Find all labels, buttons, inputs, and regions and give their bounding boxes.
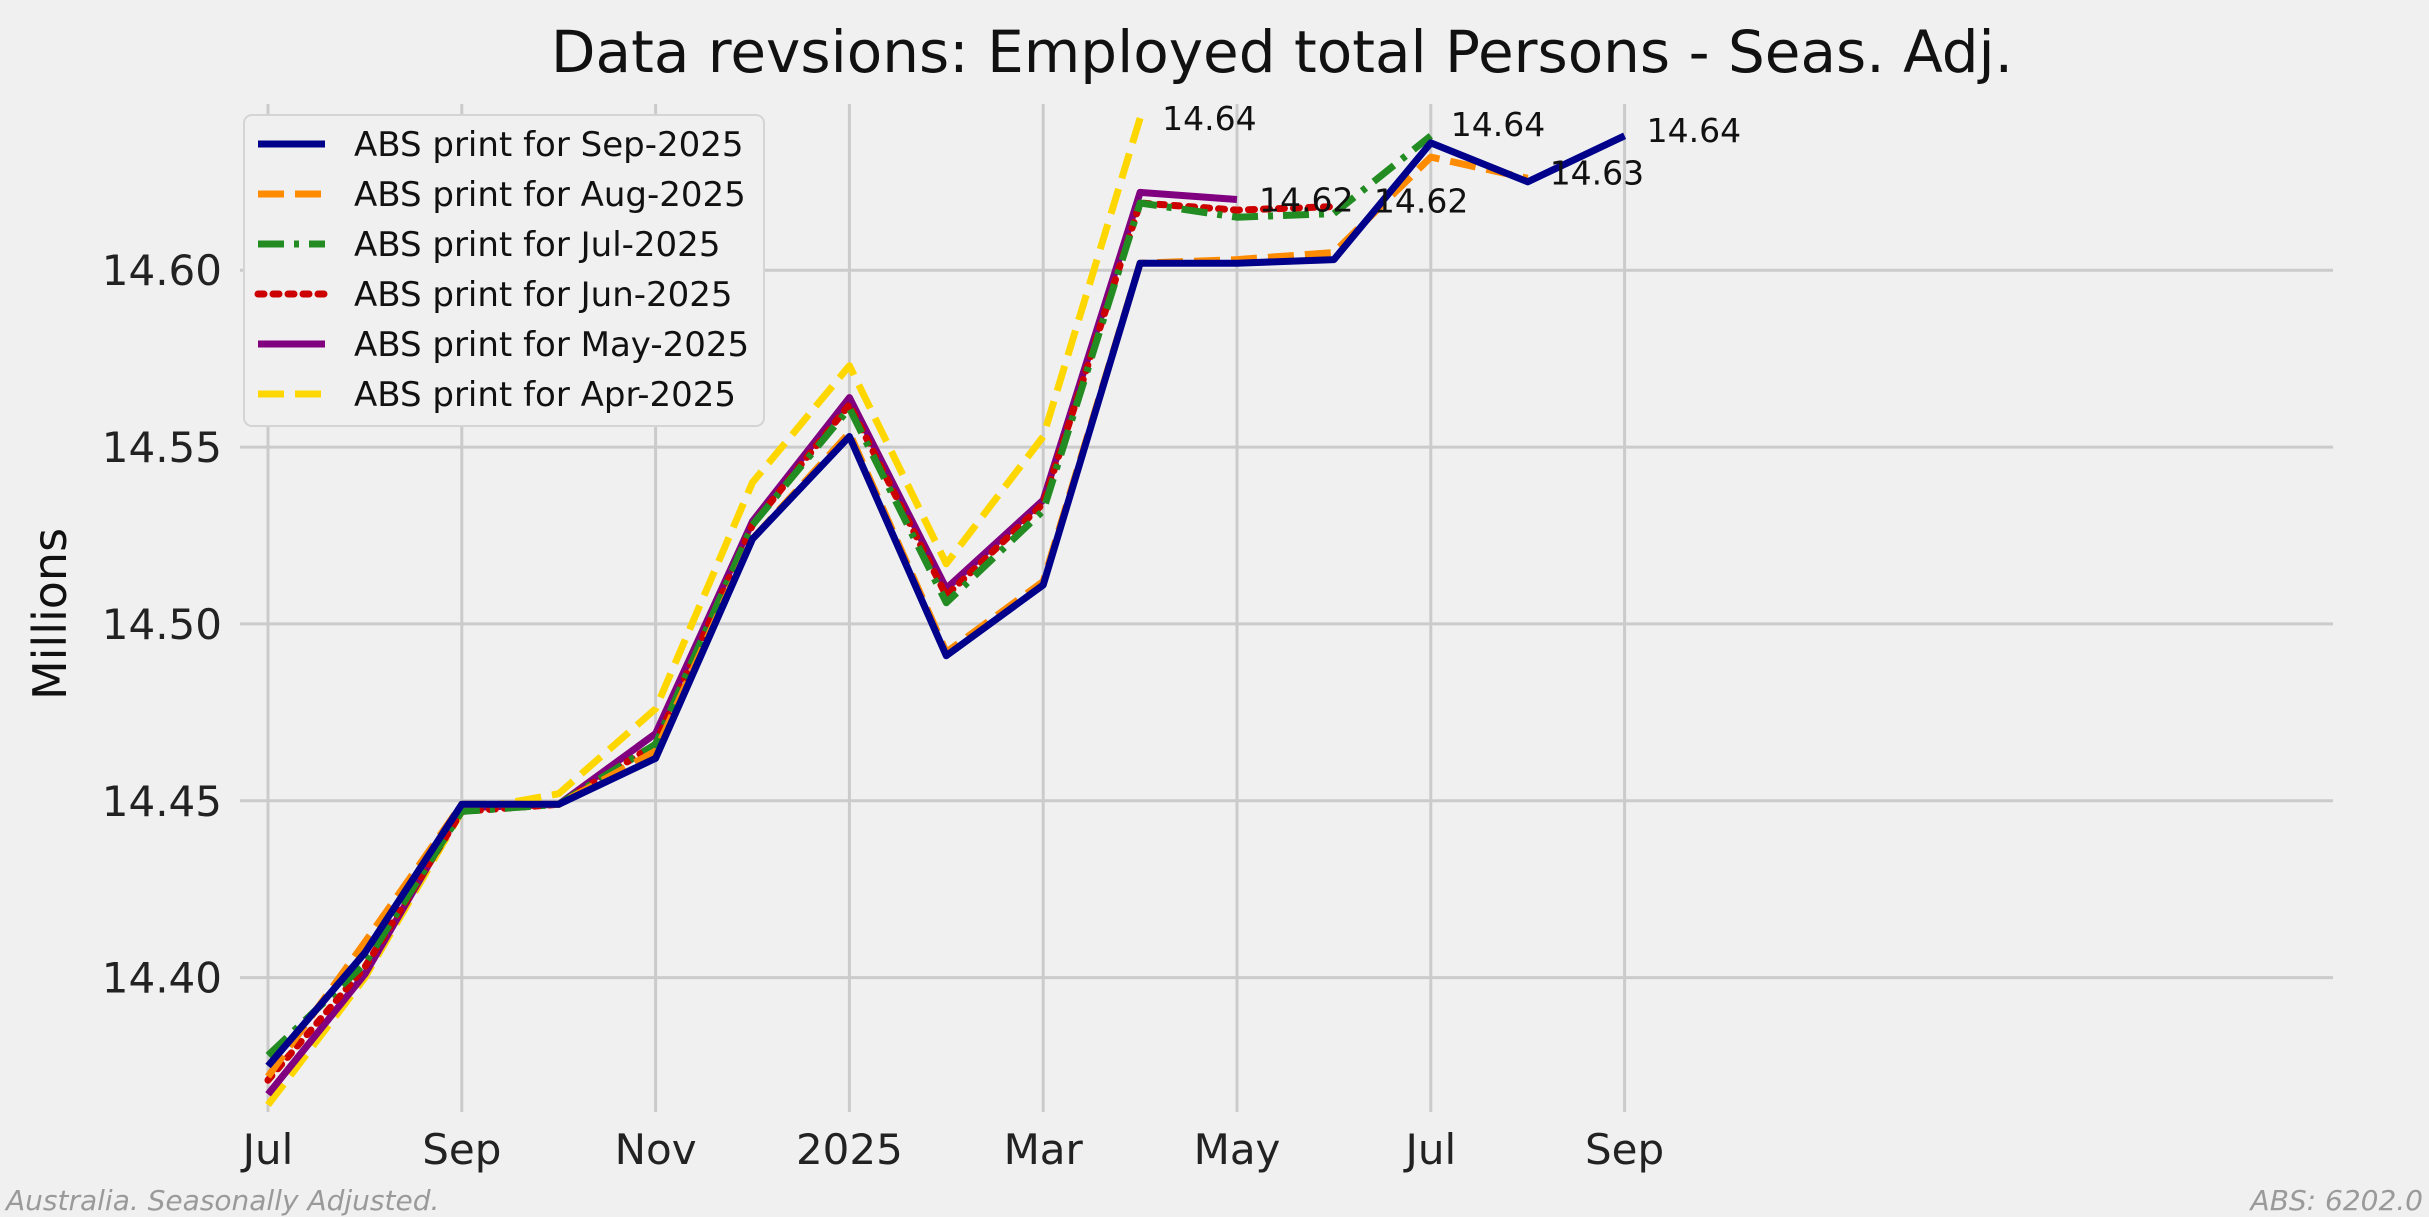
x-tick-label: Sep (422, 1125, 501, 1174)
legend-frame (243, 114, 765, 427)
x-tick-label: Sep (1585, 1125, 1664, 1174)
legend-label: ABS print for Apr-2025 (354, 375, 736, 415)
end-value-label: 14.64 (1162, 99, 1256, 138)
x-tick-label: Jul (240, 1125, 294, 1174)
legend-label: ABS print for Jul-2025 (354, 225, 720, 265)
y-tick-label: 14.50 (102, 600, 222, 649)
chart-title: Data revsions: Employed total Persons - … (551, 18, 2013, 86)
legend-label: ABS print for Sep-2025 (354, 125, 744, 165)
legend: ABS print for Sep-2025 ABS print for Aug-… (243, 114, 765, 427)
series-line-abs-print-for-apr-2025 (265, 117, 1144, 1108)
x-tick-label: Nov (615, 1125, 697, 1174)
y-tick-label: 14.45 (102, 777, 222, 826)
legend-label: ABS print for Jun-2025 (354, 275, 733, 315)
end-value-label: 14.64 (1451, 105, 1545, 144)
end-value-label: 14.62 (1374, 182, 1468, 221)
footnote-source-description: Australia. Seasonally Adjusted. (6, 1184, 440, 1217)
end-value-label: 14.64 (1647, 111, 1741, 150)
footnote-source-code: ABS: 6202.0 (2250, 1184, 2423, 1217)
axis-ticks: 14.40 14.45 14.50 14.55 14.60 Jul Sep Nov 2025 Ma… (102, 246, 1664, 1174)
end-value-label: 14.63 (1550, 153, 1644, 192)
legend-label: ABS print for May-2025 (354, 325, 749, 365)
y-tick-label: 14.60 (102, 246, 222, 295)
series-lines (264, 117, 1627, 1108)
end-value-label: 14.62 (1259, 180, 1353, 219)
series-line-abs-print-for-sep-2025 (265, 132, 1627, 1069)
legend-label: ABS print for Aug-2025 (354, 175, 746, 215)
x-tick-label: 2025 (796, 1125, 903, 1174)
y-tick-label: 14.40 (102, 954, 222, 1003)
x-tick-label: May (1194, 1125, 1281, 1174)
y-axis-label: Millions (23, 528, 77, 700)
series-line-abs-print-for-jul-2025 (265, 133, 1433, 1058)
x-tick-label: Mar (1004, 1125, 1084, 1174)
x-tick-label: Jul (1402, 1125, 1456, 1174)
y-tick-label: 14.55 (102, 423, 222, 472)
